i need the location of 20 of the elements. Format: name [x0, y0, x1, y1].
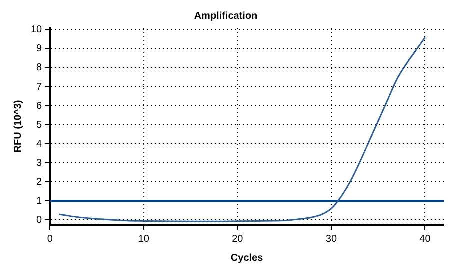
x-tick-label: 20 — [232, 234, 244, 245]
y-axis-title: RFU (10^3) — [12, 100, 24, 153]
x-tick-label: 10 — [138, 234, 150, 245]
y-tick-label: 0 — [36, 214, 43, 226]
x-tick-label: 0 — [47, 234, 54, 245]
y-tick-label: 3 — [36, 158, 43, 169]
y-tick-label: 6 — [36, 100, 43, 112]
y-tick-label: 10 — [31, 24, 43, 36]
y-tick-label: 8 — [36, 62, 43, 74]
y-tick-label: 7 — [36, 82, 43, 93]
y-tick-label: 5 — [36, 120, 43, 131]
chart-title: Amplification — [194, 10, 258, 22]
x-tick-label: 30 — [326, 234, 338, 245]
x-tick-label: 40 — [420, 234, 432, 245]
y-tick-label: 2 — [36, 176, 43, 188]
line-series — [58, 36, 426, 222]
y-tick-label: 1 — [36, 196, 43, 207]
y-tick-label: 4 — [36, 138, 43, 150]
y-tick-label: 9 — [36, 44, 43, 55]
x-axis-title: Cycles — [230, 252, 264, 264]
